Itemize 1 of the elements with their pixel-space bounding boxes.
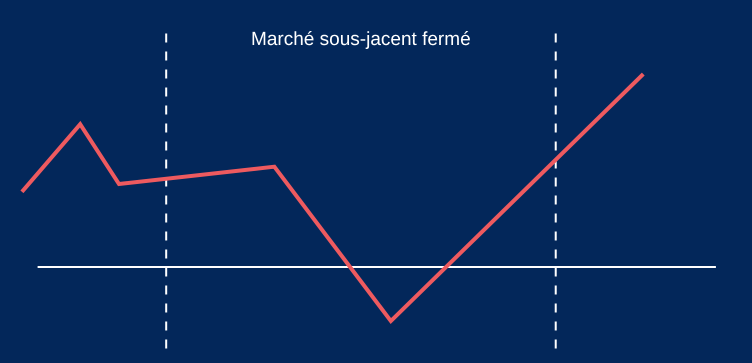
text: Marché sous-jacent fermé (251, 29, 471, 50)
